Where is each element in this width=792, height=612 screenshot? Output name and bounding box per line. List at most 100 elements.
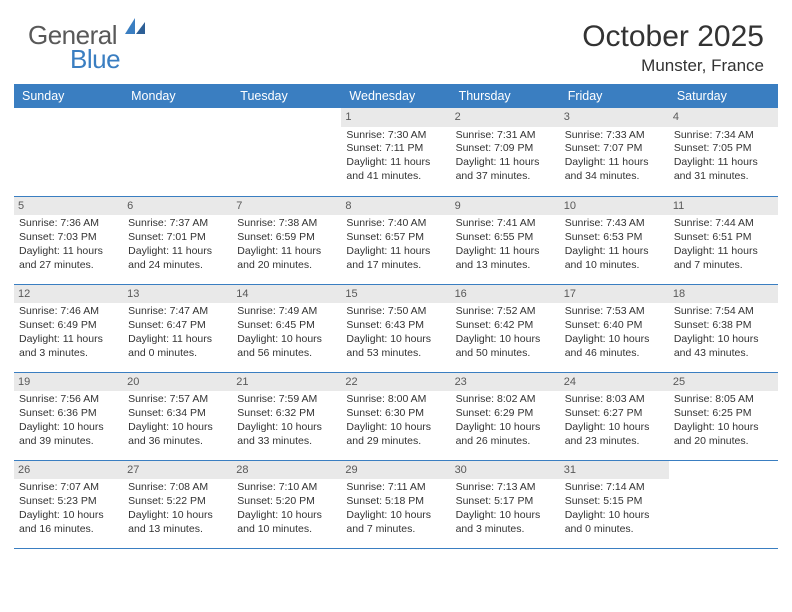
calendar-cell: . [14,108,123,196]
calendar-cell: 30Sunrise: 7:13 AMSunset: 5:17 PMDayligh… [451,460,560,548]
sunrise-text: Sunrise: 8:03 AM [565,393,664,407]
daylight-text: Daylight: 10 hours and 56 minutes. [237,333,336,361]
sunset-text: Sunset: 6:57 PM [346,231,445,245]
daylight-text: Daylight: 10 hours and 0 minutes. [565,509,664,537]
calendar-cell: 21Sunrise: 7:59 AMSunset: 6:32 PMDayligh… [232,372,341,460]
day-number: 15 [341,285,450,304]
daylight-text: Daylight: 11 hours and 31 minutes. [674,156,773,184]
day-number: 16 [451,285,560,304]
calendar-cell: 20Sunrise: 7:57 AMSunset: 6:34 PMDayligh… [123,372,232,460]
sunset-text: Sunset: 6:42 PM [456,319,555,333]
day-number: 9 [451,197,560,216]
weekday-header: Saturday [669,84,778,108]
sunrise-text: Sunrise: 7:08 AM [128,481,227,495]
daylight-text: Daylight: 10 hours and 46 minutes. [565,333,664,361]
sunrise-text: Sunrise: 7:44 AM [674,217,773,231]
day-number: 14 [232,285,341,304]
calendar-cell: 7Sunrise: 7:38 AMSunset: 6:59 PMDaylight… [232,196,341,284]
calendar-cell: . [123,108,232,196]
sunrise-text: Sunrise: 7:14 AM [565,481,664,495]
sunset-text: Sunset: 7:03 PM [19,231,118,245]
sunset-text: Sunset: 7:09 PM [456,142,555,156]
calendar-cell: 5Sunrise: 7:36 AMSunset: 7:03 PMDaylight… [14,196,123,284]
daylight-text: Daylight: 10 hours and 43 minutes. [674,333,773,361]
sunrise-text: Sunrise: 8:00 AM [346,393,445,407]
day-number: 3 [560,108,669,127]
sunset-text: Sunset: 6:38 PM [674,319,773,333]
daylight-text: Daylight: 10 hours and 7 minutes. [346,509,445,537]
sunrise-text: Sunrise: 7:37 AM [128,217,227,231]
daylight-text: Daylight: 10 hours and 36 minutes. [128,421,227,449]
sunset-text: Sunset: 7:01 PM [128,231,227,245]
weekday-header: Friday [560,84,669,108]
sunrise-text: Sunrise: 7:41 AM [456,217,555,231]
sunrise-text: Sunrise: 7:53 AM [565,305,664,319]
day-number: 18 [669,285,778,304]
sunrise-text: Sunrise: 8:05 AM [674,393,773,407]
sunset-text: Sunset: 6:29 PM [456,407,555,421]
sunrise-text: Sunrise: 7:36 AM [19,217,118,231]
day-number: 2 [451,108,560,127]
calendar-cell: 28Sunrise: 7:10 AMSunset: 5:20 PMDayligh… [232,460,341,548]
calendar-table: Sunday Monday Tuesday Wednesday Thursday… [14,84,778,549]
calendar-container: Sunday Monday Tuesday Wednesday Thursday… [0,84,792,549]
sunset-text: Sunset: 5:22 PM [128,495,227,509]
calendar-cell: 16Sunrise: 7:52 AMSunset: 6:42 PMDayligh… [451,284,560,372]
sunrise-text: Sunrise: 7:54 AM [674,305,773,319]
location-text: Munster, France [582,56,764,76]
daylight-text: Daylight: 10 hours and 33 minutes. [237,421,336,449]
calendar-cell: 19Sunrise: 7:56 AMSunset: 6:36 PMDayligh… [14,372,123,460]
calendar-body: ...1Sunrise: 7:30 AMSunset: 7:11 PMDayli… [14,108,778,548]
daylight-text: Daylight: 11 hours and 0 minutes. [128,333,227,361]
daylight-text: Daylight: 10 hours and 23 minutes. [565,421,664,449]
daylight-text: Daylight: 11 hours and 3 minutes. [19,333,118,361]
sunrise-text: Sunrise: 7:46 AM [19,305,118,319]
day-number: 6 [123,197,232,216]
sunset-text: Sunset: 7:05 PM [674,142,773,156]
sunset-text: Sunset: 6:32 PM [237,407,336,421]
sunrise-text: Sunrise: 7:13 AM [456,481,555,495]
day-number: 25 [669,373,778,392]
calendar-cell: 2Sunrise: 7:31 AMSunset: 7:09 PMDaylight… [451,108,560,196]
sunset-text: Sunset: 6:55 PM [456,231,555,245]
calendar-cell: 29Sunrise: 7:11 AMSunset: 5:18 PMDayligh… [341,460,450,548]
sunset-text: Sunset: 6:49 PM [19,319,118,333]
day-number: 23 [451,373,560,392]
daylight-text: Daylight: 11 hours and 24 minutes. [128,245,227,273]
day-number: 5 [14,197,123,216]
weekday-header: Monday [123,84,232,108]
sunrise-text: Sunrise: 7:38 AM [237,217,336,231]
weekday-header: Tuesday [232,84,341,108]
calendar-row: 19Sunrise: 7:56 AMSunset: 6:36 PMDayligh… [14,372,778,460]
sunset-text: Sunset: 5:23 PM [19,495,118,509]
calendar-cell: 11Sunrise: 7:44 AMSunset: 6:51 PMDayligh… [669,196,778,284]
day-number: 21 [232,373,341,392]
daylight-text: Daylight: 11 hours and 7 minutes. [674,245,773,273]
sunset-text: Sunset: 5:17 PM [456,495,555,509]
daylight-text: Daylight: 11 hours and 17 minutes. [346,245,445,273]
sunset-text: Sunset: 6:36 PM [19,407,118,421]
day-number: 27 [123,461,232,480]
sunrise-text: Sunrise: 7:34 AM [674,129,773,143]
daylight-text: Daylight: 10 hours and 3 minutes. [456,509,555,537]
calendar-cell: 8Sunrise: 7:40 AMSunset: 6:57 PMDaylight… [341,196,450,284]
calendar-cell: 12Sunrise: 7:46 AMSunset: 6:49 PMDayligh… [14,284,123,372]
calendar-cell: 1Sunrise: 7:30 AMSunset: 7:11 PMDaylight… [341,108,450,196]
sunrise-text: Sunrise: 7:50 AM [346,305,445,319]
calendar-cell: 27Sunrise: 7:08 AMSunset: 5:22 PMDayligh… [123,460,232,548]
calendar-cell: . [669,460,778,548]
brand-logo: General Blue [28,20,149,51]
day-number: 19 [14,373,123,392]
weekday-header: Wednesday [341,84,450,108]
sunrise-text: Sunrise: 7:30 AM [346,129,445,143]
day-number: 30 [451,461,560,480]
brand-sail-icon [123,16,147,41]
daylight-text: Daylight: 11 hours and 20 minutes. [237,245,336,273]
sunset-text: Sunset: 6:51 PM [674,231,773,245]
sunrise-text: Sunrise: 7:40 AM [346,217,445,231]
month-title: October 2025 [582,20,764,54]
calendar-cell: 26Sunrise: 7:07 AMSunset: 5:23 PMDayligh… [14,460,123,548]
day-number: 1 [341,108,450,127]
daylight-text: Daylight: 10 hours and 16 minutes. [19,509,118,537]
sunset-text: Sunset: 6:34 PM [128,407,227,421]
